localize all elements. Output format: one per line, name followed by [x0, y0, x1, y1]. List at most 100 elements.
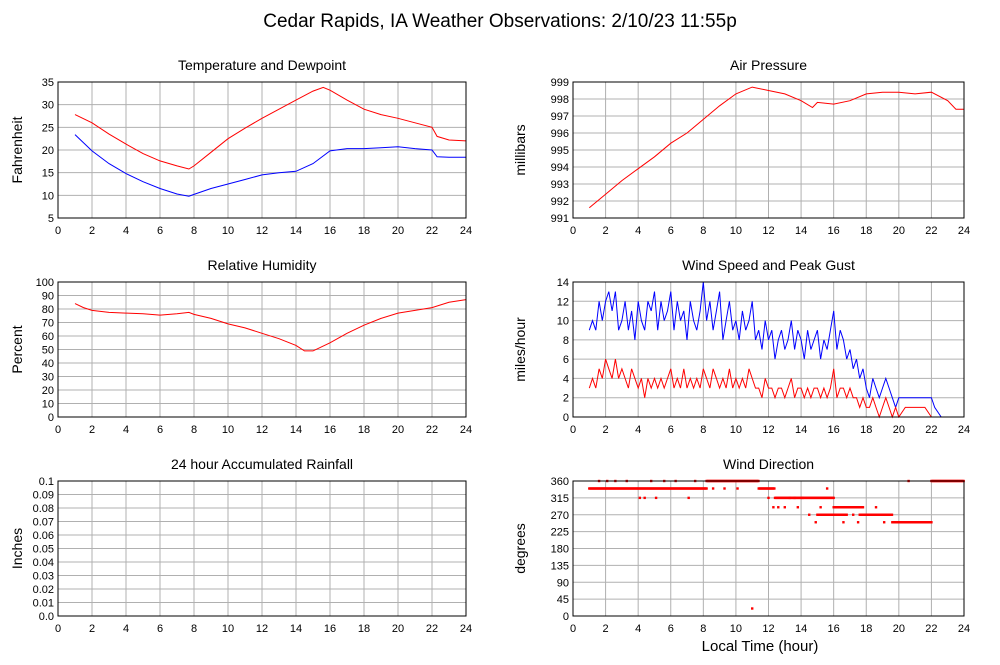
x-tick-label: 16: [828, 225, 840, 237]
y-tick-label: 0.01: [33, 598, 54, 610]
y-tick-label: 14: [557, 277, 569, 289]
x-tick-label: 18: [860, 424, 872, 436]
y-tick-label: 0.06: [33, 530, 54, 542]
data-point: [643, 496, 646, 500]
y-tick-label: 360: [551, 476, 569, 488]
data-point: [845, 513, 848, 516]
x-tick-label: 22: [426, 623, 438, 635]
x-tick-label: 12: [762, 225, 774, 237]
chart-title: Temperature and Dewpoint: [178, 57, 346, 73]
data-point: [687, 496, 690, 500]
y-tick-label: 70: [42, 318, 54, 330]
x-tick-label: 22: [925, 225, 937, 237]
series-line-1: [74, 299, 467, 352]
y-axis-label: Inches: [9, 528, 25, 569]
x-tick-label: 4: [635, 424, 641, 436]
series-line-1: [588, 86, 964, 209]
data-point: [890, 513, 894, 516]
y-tick-label: 315: [551, 493, 569, 505]
y-tick-label: 4: [563, 373, 569, 385]
data-point: [767, 496, 770, 500]
x-tick-label: 4: [123, 623, 129, 635]
x-tick-label: 22: [925, 424, 937, 436]
x-axis-label: Local Time (hour): [702, 638, 819, 655]
data-point: [654, 496, 658, 500]
x-tick-label: 6: [157, 623, 163, 635]
x-tick-label: 20: [893, 424, 905, 436]
x-tick-label: 20: [893, 623, 905, 635]
y-tick-label: 994: [551, 162, 569, 174]
x-tick-label: 18: [860, 623, 872, 635]
x-tick-label: 0: [570, 225, 576, 237]
x-tick-label: 22: [426, 424, 438, 436]
y-tick-label: 0.07: [33, 517, 54, 529]
data-point: [783, 506, 786, 509]
x-tick-label: 10: [222, 225, 234, 237]
x-tick-label: 20: [893, 225, 905, 237]
y-tick-label: 999: [551, 77, 569, 89]
x-tick-label: 2: [89, 623, 95, 635]
x-tick-label: 10: [730, 424, 742, 436]
x-tick-label: 10: [222, 424, 234, 436]
y-tick-label: 996: [551, 128, 569, 140]
x-tick-label: 22: [925, 623, 937, 635]
x-tick-label: 16: [828, 623, 840, 635]
y-tick-label: 35: [42, 77, 54, 89]
x-tick-label: 2: [603, 424, 609, 436]
y-tick-label: 0.02: [33, 584, 54, 596]
x-tick-label: 10: [222, 623, 234, 635]
x-tick-label: 20: [392, 225, 404, 237]
x-tick-label: 24: [460, 623, 472, 635]
chart-title: 24 hour Accumulated Rainfall: [171, 456, 353, 472]
x-tick-label: 8: [191, 424, 197, 436]
data-point: [874, 506, 878, 509]
data-point: [832, 496, 835, 500]
x-tick-label: 6: [157, 225, 163, 237]
x-tick-label: 18: [860, 225, 872, 237]
y-tick-label: 30: [42, 372, 54, 384]
chart-title: Wind Speed and Peak Gust: [682, 257, 855, 273]
y-tick-label: 10: [42, 399, 54, 411]
y-tick-label: 0.09: [33, 490, 54, 502]
x-tick-label: 0: [570, 424, 576, 436]
data-point: [801, 496, 804, 500]
y-tick-label: 5: [48, 213, 54, 225]
x-tick-label: 4: [123, 424, 129, 436]
y-tick-label: 0: [563, 611, 569, 623]
x-tick-label: 2: [89, 424, 95, 436]
x-tick-label: 0: [55, 424, 61, 436]
x-tick-label: 24: [958, 225, 970, 237]
data-point: [736, 487, 739, 490]
y-tick-label: 90: [557, 577, 569, 589]
plot-frame: [57, 81, 467, 219]
data-point: [825, 487, 829, 490]
plot-frame: [572, 480, 965, 617]
series-line-1: [588, 281, 964, 418]
data-point: [819, 506, 822, 509]
data-point: [808, 513, 811, 516]
x-tick-label: 14: [795, 225, 807, 237]
y-tick-label: 0.1: [39, 476, 54, 488]
x-tick-label: 6: [668, 623, 674, 635]
x-tick-label: 10: [730, 225, 742, 237]
data-point: [842, 521, 845, 524]
y-tick-label: 20: [42, 145, 54, 157]
data-point: [711, 487, 715, 490]
y-tick-label: 225: [551, 527, 569, 539]
x-tick-label: 12: [762, 424, 774, 436]
chart-panel-3: 0 2 4 6 8 10 12 14 16 18 20 22 240102030405060708090…: [9, 257, 472, 436]
y-tick-label: 8: [563, 335, 569, 347]
x-tick-label: 6: [668, 424, 674, 436]
chart-panel-5: 0 2 4 6 8 10 12 14 16 18 20 22 240.00.010.020.030.04…: [9, 456, 472, 635]
x-tick-label: 24: [460, 424, 472, 436]
x-tick-label: 16: [324, 623, 336, 635]
x-tick-label: 22: [426, 225, 438, 237]
x-tick-label: 24: [958, 623, 970, 635]
x-tick-label: 8: [700, 623, 706, 635]
figure-title: Cedar Rapids, IA Weather Observations: 2…: [263, 11, 737, 32]
y-tick-label: 0: [563, 412, 569, 424]
series-line-2: [74, 134, 466, 197]
y-tick-label: 2: [563, 393, 569, 405]
x-tick-label: 10: [730, 623, 742, 635]
y-tick-label: 15: [42, 168, 54, 180]
